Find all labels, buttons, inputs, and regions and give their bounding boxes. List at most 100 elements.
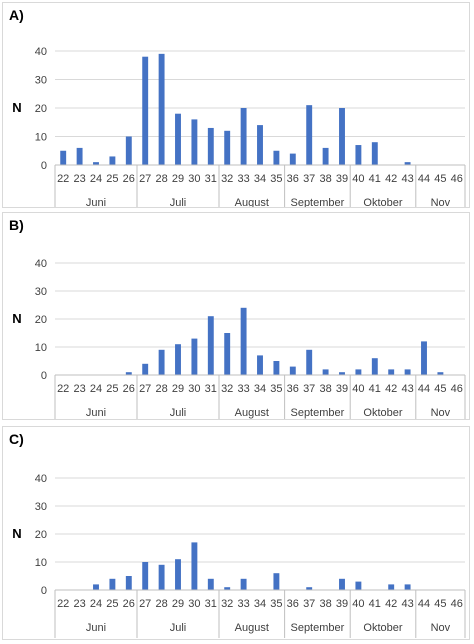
bar-a-30: [191, 119, 198, 165]
x-tick-label-a-39: 39: [336, 173, 348, 185]
x-tick-label-b-43: 43: [401, 383, 413, 395]
month-label-b-august: August: [235, 407, 269, 419]
bar-a-38: [322, 147, 329, 165]
month-label-c-juni: Juni: [86, 622, 106, 634]
bar-b-40: [355, 369, 362, 375]
x-tick-label-a-26: 26: [123, 173, 135, 185]
x-tick-label-b-27: 27: [139, 383, 151, 395]
bar-c-27: [142, 562, 149, 590]
y-axis-label-a: N: [12, 100, 21, 115]
x-tick-label-c-39: 39: [336, 598, 348, 610]
bar-b-43: [404, 369, 411, 375]
x-tick-label-b-24: 24: [90, 383, 102, 395]
y-axis-label-c: N: [12, 526, 21, 541]
x-tick-label-b-46: 46: [451, 383, 463, 395]
x-tick-label-c-41: 41: [369, 598, 381, 610]
bar-b-32: [224, 333, 231, 375]
panel-label-a: A): [9, 7, 24, 23]
bar-c-40: [355, 581, 362, 590]
chart-a: 0 10 20 30 40 N 22 23 24 25 26 27 28 29 30 31 32 33 34 35 36…: [12, 46, 466, 213]
month-label-b-september: September: [290, 407, 344, 419]
bar-b-36: [289, 366, 296, 375]
x-tick-label-a-29: 29: [172, 173, 184, 185]
x-tick-label-b-26: 26: [123, 383, 135, 395]
x-tick-label-a-34: 34: [254, 173, 266, 185]
month-label-c-september: September: [290, 622, 344, 634]
bar-c-33: [240, 578, 247, 590]
bar-a-40: [355, 145, 362, 165]
x-tick-label-b-33: 33: [237, 383, 249, 395]
y-tick-label-a-10: 10: [35, 132, 47, 144]
month-label-a-september: September: [290, 197, 344, 207]
chart-panel-a: A) 0 10 20 30 40 N 22 23 24 25 26 27 28 29 30 31 32 33 34 3…: [2, 2, 470, 213]
bar-a-29: [175, 113, 181, 165]
x-tick-label-b-35: 35: [270, 383, 282, 395]
month-label-b-juli: Juli: [170, 407, 187, 419]
bar-a-22: [60, 150, 67, 165]
bar-b-26: [125, 372, 132, 375]
x-tick-label-b-34: 34: [254, 383, 266, 395]
month-label-b-nov: Nov: [431, 407, 451, 419]
bar-a-31: [207, 127, 214, 165]
chart-panel-c: C) 0 10 20 30 40 N 22 23 24 25 26 27 28 29 30 31 32 33 34 3…: [2, 426, 470, 640]
bar-a-33: [240, 108, 247, 165]
bar-c-24: [93, 584, 99, 590]
x-tick-label-b-40: 40: [352, 383, 364, 395]
bar-a-35: [273, 150, 280, 165]
x-tick-label-b-37: 37: [303, 383, 315, 395]
x-tick-label-c-28: 28: [155, 598, 167, 610]
x-tick-label-a-31: 31: [205, 173, 217, 185]
y-tick-label-c-30: 30: [35, 501, 47, 513]
month-label-a-oktober: Oktober: [363, 197, 402, 207]
x-tick-label-c-42: 42: [385, 598, 397, 610]
x-tick-label-b-41: 41: [369, 383, 381, 395]
month-label-a-juni: Juni: [86, 197, 106, 207]
x-tick-label-b-28: 28: [155, 383, 167, 395]
bar-c-39: [339, 578, 345, 590]
y-tick-label-a-0: 0: [41, 160, 47, 172]
bar-c-32: [224, 587, 231, 590]
x-tick-label-c-37: 37: [303, 598, 315, 610]
bar-b-39: [339, 372, 345, 375]
y-axis-label-b: N: [12, 311, 21, 326]
bar-c-26: [125, 576, 132, 590]
y-tick-label-c-0: 0: [41, 585, 47, 597]
x-tick-label-b-45: 45: [434, 383, 446, 395]
month-label-b-oktober: Oktober: [363, 407, 402, 419]
x-tick-label-a-42: 42: [385, 173, 397, 185]
bar-b-33: [240, 307, 247, 375]
x-tick-label-c-44: 44: [418, 598, 430, 610]
x-tick-label-c-46: 46: [451, 598, 463, 610]
bar-a-43: [404, 162, 411, 165]
bar-b-29: [175, 344, 181, 375]
bar-a-27: [142, 56, 149, 166]
bar-a-24: [93, 162, 99, 165]
x-tick-label-a-44: 44: [418, 173, 430, 185]
x-tick-label-a-23: 23: [73, 173, 85, 185]
month-label-a-juli: Juli: [170, 197, 187, 207]
x-tick-label-b-39: 39: [336, 383, 348, 395]
bar-c-35: [273, 573, 280, 590]
x-tick-label-a-25: 25: [106, 173, 118, 185]
x-tick-label-b-31: 31: [205, 383, 217, 395]
bar-a-36: [289, 153, 296, 165]
x-tick-label-b-25: 25: [106, 383, 118, 395]
bar-c-25: [109, 578, 116, 590]
bar-a-32: [224, 130, 231, 165]
x-tick-label-c-25: 25: [106, 598, 118, 610]
y-tick-label-b-10: 10: [35, 342, 47, 354]
y-tick-label-a-40: 40: [35, 46, 47, 58]
month-label-c-nov: Nov: [431, 622, 451, 634]
bar-c-30: [191, 542, 198, 590]
bar-b-37: [306, 349, 313, 375]
x-tick-label-c-22: 22: [57, 598, 69, 610]
bar-b-41: [371, 358, 378, 375]
x-tick-label-c-23: 23: [73, 598, 85, 610]
y-tick-label-c-20: 20: [35, 529, 47, 541]
bar-b-31: [207, 316, 214, 375]
panel-label-b: B): [9, 217, 24, 233]
x-tick-label-a-27: 27: [139, 173, 151, 185]
y-tick-label-b-30: 30: [35, 286, 47, 298]
bar-c-29: [175, 559, 181, 590]
y-tick-label-b-0: 0: [41, 370, 47, 382]
